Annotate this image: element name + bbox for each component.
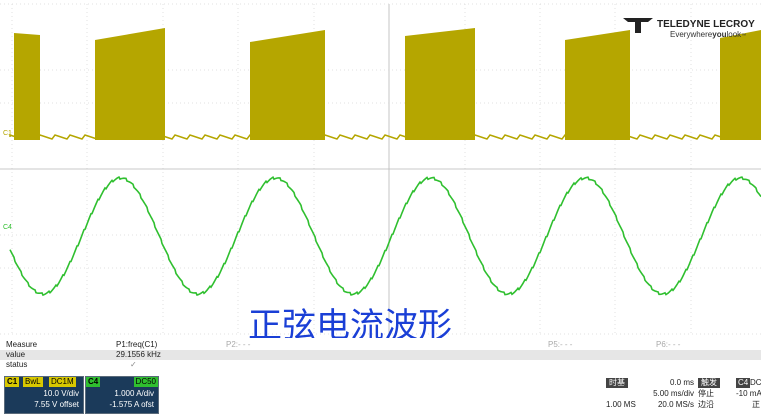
c1-coupling-tag: DC1M bbox=[49, 377, 76, 387]
measure-status-label: status bbox=[6, 360, 28, 369]
trigger-coupling: DC bbox=[750, 378, 761, 387]
measure-header-row: Measure P1:freq(C1) P2:- - - P5:- - - P6… bbox=[0, 340, 761, 350]
timebase-delay: 0.0 ms bbox=[669, 378, 694, 387]
trigger-level: -10 mA bbox=[736, 389, 761, 398]
timebase-tdiv: 5.00 ms/div bbox=[653, 389, 694, 398]
channel-c4-descriptor[interactable]: C4 DC50 1.000 A/div -1.575 A ofst bbox=[85, 376, 159, 414]
c1-baseline bbox=[9, 133, 761, 140]
c1-vdiv: 10.0 V/div bbox=[43, 389, 79, 398]
c4-name-tag: C4 bbox=[86, 377, 101, 387]
brand-logo: TELEDYNE LECROY Everywhereyoulook™ bbox=[623, 18, 755, 39]
measure-status-check-icon: ✓ bbox=[130, 360, 137, 369]
c1-pwm-burst bbox=[14, 33, 40, 140]
trigger-label: 触发 bbox=[698, 378, 720, 388]
waveform-grid: C1 C4 TELEDYNE LECROY Everywhereyoulook™ bbox=[0, 3, 761, 335]
c1-pwm-burst bbox=[565, 30, 630, 140]
timebase-rate: 20.0 MS/s bbox=[657, 400, 694, 409]
c1-bwl-tag: BwL bbox=[23, 377, 43, 387]
timebase-label: 时基 bbox=[606, 378, 628, 388]
teledyne-logo-icon bbox=[623, 18, 653, 33]
c1-offset: 7.55 V offset bbox=[34, 400, 79, 409]
c4-sine-trace bbox=[9, 176, 761, 297]
measure-value-row: value 29.1556 kHz bbox=[0, 350, 761, 360]
measure-value-label: value bbox=[6, 350, 26, 359]
trigger-slope: 正 bbox=[752, 400, 760, 409]
c4-adiv: 1.000 A/div bbox=[114, 389, 154, 398]
c1-ground-marker[interactable]: C1 bbox=[3, 130, 12, 137]
trigger-type: 边沿 bbox=[698, 400, 714, 409]
measure-p2-label[interactable]: P2:- - - bbox=[226, 340, 251, 349]
channel-c1-descriptor[interactable]: C1 BwL DC1M 10.0 V/div 7.55 V offset bbox=[4, 376, 84, 414]
c1-pwm-burst bbox=[250, 30, 325, 140]
brand-tagline: Everywhereyoulook™ bbox=[670, 30, 746, 39]
trigger-mode: 停止 bbox=[698, 389, 714, 398]
measure-status-row: status ✓ bbox=[0, 360, 761, 370]
measure-p1-label[interactable]: P1:freq(C1) bbox=[116, 340, 158, 349]
brand-name: TELEDYNE LECROY bbox=[657, 19, 755, 30]
trigger-descriptor[interactable]: 触发 C4 DC 停止 -10 mA 边沿 正 bbox=[698, 376, 761, 412]
c1-name-tag: C1 bbox=[5, 377, 20, 387]
timebase-samples: 1.00 MS bbox=[606, 400, 636, 409]
c1-pwm-trace bbox=[9, 28, 761, 140]
measure-header-label: Measure bbox=[6, 340, 38, 349]
c4-ground-marker[interactable]: C4 bbox=[3, 224, 12, 231]
c1-pwm-burst bbox=[720, 30, 761, 140]
c4-offset: -1.575 A ofst bbox=[109, 400, 154, 409]
measure-p5-label[interactable]: P5:- - - bbox=[548, 340, 573, 349]
c1-pwm-burst bbox=[405, 28, 475, 140]
timebase-descriptor[interactable]: 时基 0.0 ms 5.00 ms/div 1.00 MS 20.0 MS/s bbox=[606, 376, 696, 412]
measure-p1-value: 29.1556 kHz bbox=[116, 350, 161, 359]
c1-pwm-burst bbox=[95, 28, 165, 140]
measure-p6-label[interactable]: P6:- - - bbox=[656, 340, 681, 349]
c4-coupling-tag: DC50 bbox=[133, 377, 158, 387]
trigger-source: C4 bbox=[736, 378, 751, 388]
grid-lines bbox=[0, 3, 761, 335]
